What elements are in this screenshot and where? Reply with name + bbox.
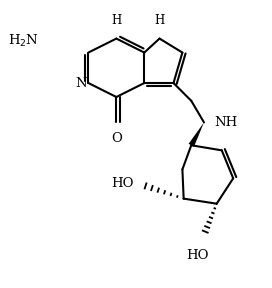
Text: H: H	[111, 14, 122, 27]
Text: HO: HO	[112, 177, 134, 190]
Text: NH: NH	[214, 116, 237, 129]
Text: O: O	[111, 132, 122, 145]
Text: H: H	[154, 14, 165, 27]
Text: HO: HO	[186, 249, 209, 262]
Polygon shape	[188, 122, 204, 147]
Text: H$_2$N: H$_2$N	[8, 33, 39, 49]
Text: N: N	[75, 77, 87, 90]
